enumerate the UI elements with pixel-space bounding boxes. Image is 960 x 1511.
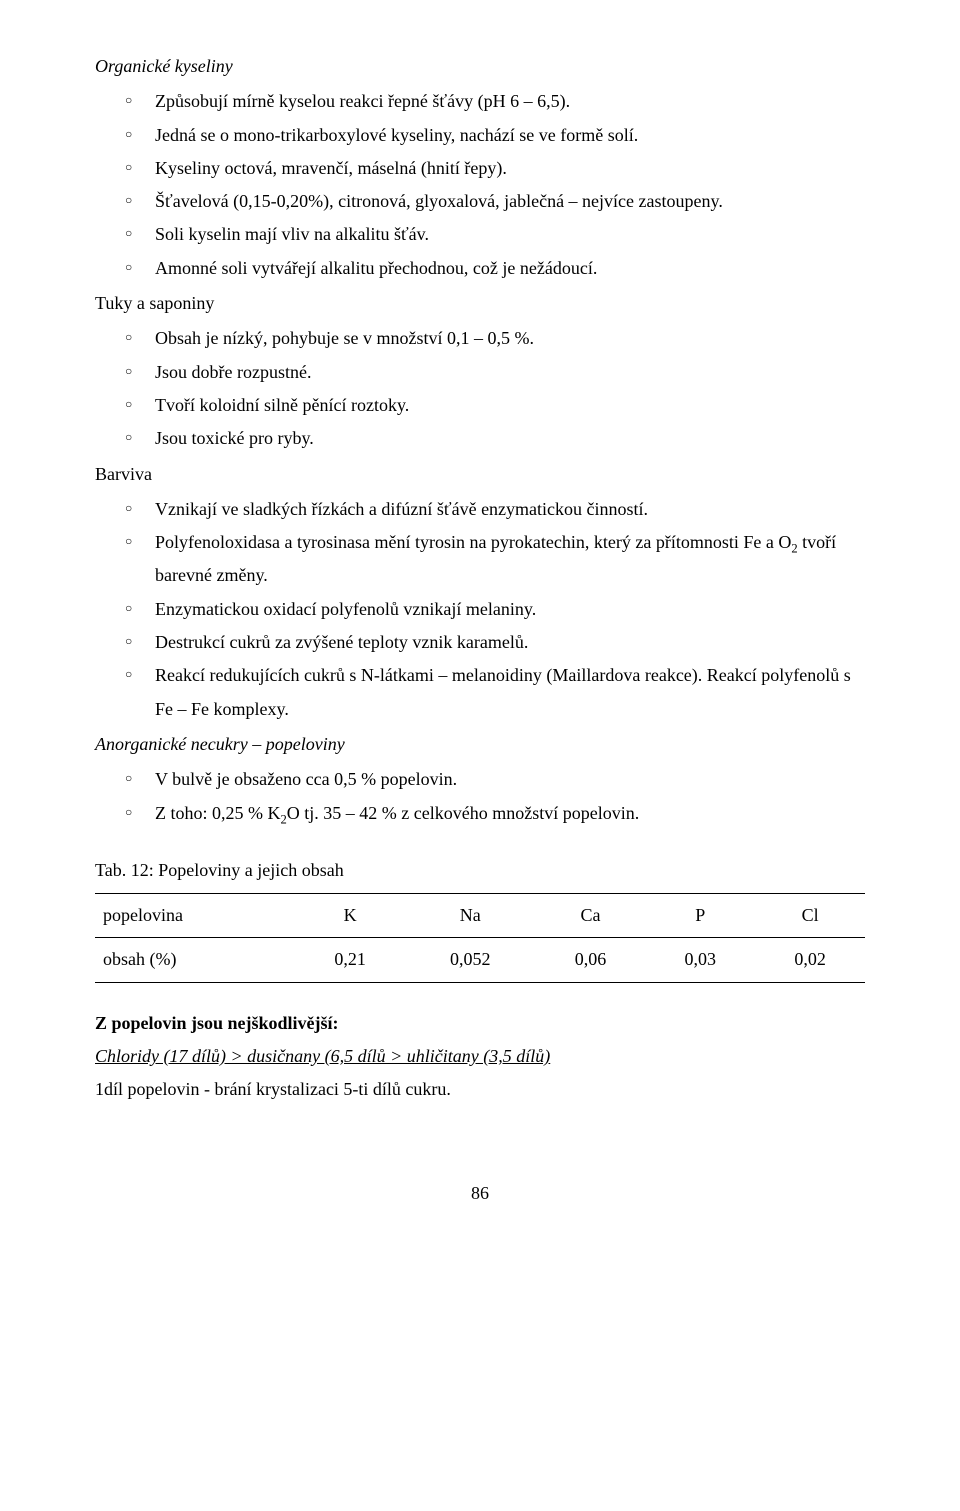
list-item: Z toho: 0,25 % K2O tj. 35 – 42 % z celko… (95, 797, 865, 830)
list-item: Destrukcí cukrů za zvýšené teploty vznik… (95, 626, 865, 659)
text: Polyfenoloxidasa a tyrosinasa mění tyros… (155, 532, 791, 552)
list-item: Vznikají ve sladkých řízkách a difúzní š… (95, 493, 865, 526)
list-item: Enzymatickou oxidací polyfenolů vznikají… (95, 593, 865, 626)
table-header: Cl (755, 894, 865, 938)
list-popeloviny: V bulvě je obsaženo cca 0,5 % popelovin.… (95, 763, 865, 830)
heading-organicke-kyseliny: Organické kyseliny (95, 50, 865, 83)
list-item: Tvoří koloidní silně pěnící roztoky. (95, 389, 865, 422)
list-item: Amonné soli vytvářejí alkalitu přechodno… (95, 252, 865, 285)
text: O tj. 35 – 42 % z celkového množství pop… (287, 803, 639, 823)
list-item: Soli kyselin mají vliv na alkalitu šťáv. (95, 218, 865, 251)
table-cell: 0,06 (536, 938, 646, 982)
table-header: P (645, 894, 755, 938)
table-header: K (295, 894, 405, 938)
table-header: popelovina (95, 894, 295, 938)
table-row: obsah (%) 0,21 0,052 0,06 0,03 0,02 (95, 938, 865, 982)
text-crystallization: 1díl popelovin - brání krystalizaci 5-ti… (95, 1073, 865, 1106)
table-cell: 0,052 (405, 938, 536, 982)
table-cell: 0,03 (645, 938, 755, 982)
table-header: Ca (536, 894, 646, 938)
list-item: Jedná se o mono-trikarboxylové kyseliny,… (95, 119, 865, 152)
heading-tuky-saponiny: Tuky a saponiny (95, 287, 865, 320)
list-item: Obsah je nízký, pohybuje se v množství 0… (95, 322, 865, 355)
list-item: V bulvě je obsaženo cca 0,5 % popelovin. (95, 763, 865, 796)
table-popeloviny: popelovina K Na Ca P Cl obsah (%) 0,21 0… (95, 893, 865, 983)
table-cell: 0,02 (755, 938, 865, 982)
list-tuky-saponiny: Obsah je nízký, pohybuje se v množství 0… (95, 322, 865, 455)
list-item: Kyseliny octová, mravenčí, máselná (hnit… (95, 152, 865, 185)
list-item: Jsou toxické pro ryby. (95, 422, 865, 455)
list-item: Šťavelová (0,15-0,20%), citronová, glyox… (95, 185, 865, 218)
list-item: Reakcí redukujících cukrů s N-látkami – … (95, 659, 865, 726)
table-caption: Tab. 12: Popeloviny a jejich obsah (95, 854, 865, 887)
heading-anorganicke-necukry: Anorganické necukry – popeloviny (95, 728, 865, 761)
table-cell: obsah (%) (95, 938, 295, 982)
table-cell: 0,21 (295, 938, 405, 982)
heading-barviva: Barviva (95, 458, 865, 491)
table-header: Na (405, 894, 536, 938)
document-page: Organické kyseliny Způsobují mírně kysel… (0, 0, 960, 1250)
list-item: Polyfenoloxidasa a tyrosinasa mění tyros… (95, 526, 865, 593)
text-chloridy-order: Chloridy (17 dílů) > dusičnany (6,5 dílů… (95, 1040, 865, 1073)
table-header-row: popelovina K Na Ca P Cl (95, 894, 865, 938)
list-item: Způsobují mírně kyselou reakci řepné šťá… (95, 85, 865, 118)
list-barviva: Vznikají ve sladkých řízkách a difúzní š… (95, 493, 865, 726)
text: Z toho: 0,25 % K (155, 803, 281, 823)
page-number: 86 (95, 1177, 865, 1210)
text-most-harmful: Z popelovin jsou nejškodlivější: (95, 1007, 865, 1040)
list-item: Jsou dobře rozpustné. (95, 356, 865, 389)
list-organicke-kyseliny: Způsobují mírně kyselou reakci řepné šťá… (95, 85, 865, 285)
